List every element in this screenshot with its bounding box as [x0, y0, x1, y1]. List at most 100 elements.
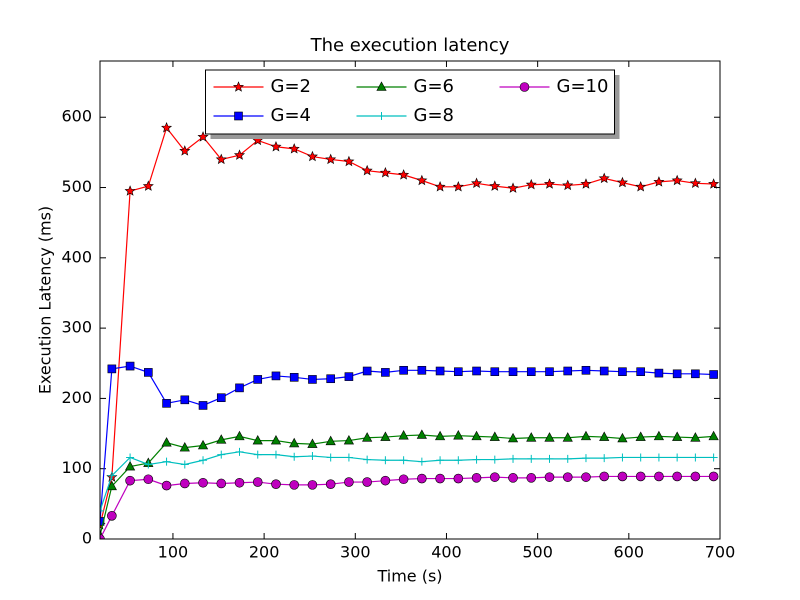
data-point [197, 131, 209, 142]
data-point [252, 434, 263, 445]
data-point [198, 401, 208, 410]
data-point [507, 432, 519, 443]
data-point [381, 456, 390, 465]
data-point [270, 434, 282, 445]
data-point [600, 454, 609, 463]
data-point [689, 177, 701, 189]
data-point [379, 166, 391, 178]
data-point [289, 480, 300, 490]
legend-marker [234, 111, 243, 121]
data-point [124, 460, 136, 471]
data-point [489, 180, 501, 191]
data-point [581, 365, 591, 375]
data-point [290, 452, 299, 461]
data-point [472, 455, 481, 464]
data-point [179, 145, 191, 156]
data-point [599, 366, 609, 376]
data-point [216, 393, 226, 403]
data-point [490, 455, 499, 464]
data-point [471, 177, 483, 189]
data-point [708, 178, 720, 189]
x-tick-label: 500 [522, 543, 553, 562]
data-point [435, 366, 445, 376]
data-point [617, 471, 628, 482]
data-point [580, 178, 592, 189]
data-point [361, 164, 373, 176]
data-point [235, 447, 244, 456]
legend-marker [232, 81, 245, 92]
data-point [143, 474, 154, 485]
data-point [179, 441, 190, 452]
data-point [125, 475, 135, 486]
legend-label: G=8 [414, 105, 454, 126]
data-point [398, 474, 409, 485]
data-point [107, 471, 116, 480]
data-point [436, 456, 445, 465]
data-point [180, 395, 190, 405]
data-point [636, 453, 645, 462]
data-point [709, 453, 718, 462]
data-point [216, 434, 227, 444]
x-tick-label: 100 [158, 543, 189, 562]
data-point [399, 365, 408, 375]
data-point [454, 367, 463, 377]
data-point [635, 181, 647, 192]
data-point [562, 179, 574, 191]
y-tick-label: 600 [61, 107, 92, 126]
data-point [454, 456, 463, 465]
data-point [253, 375, 263, 384]
x-tick-label: 200 [249, 543, 280, 562]
data-point [635, 471, 646, 482]
data-point [544, 432, 555, 442]
data-point [636, 367, 645, 377]
y-tick-label: 100 [61, 458, 92, 477]
series [100, 447, 718, 515]
data-point [234, 477, 245, 488]
data-point [452, 181, 464, 192]
data-point [381, 368, 390, 377]
data-point [618, 453, 627, 462]
series [100, 471, 719, 539]
data-point [271, 371, 281, 381]
data-point [253, 450, 262, 459]
data-point [673, 453, 682, 462]
data-point [434, 181, 446, 192]
data-point [654, 368, 664, 378]
data-point [325, 435, 336, 446]
data-point [507, 182, 519, 193]
data-point [527, 454, 536, 463]
data-point [326, 453, 335, 462]
data-point [581, 454, 590, 463]
data-point [508, 473, 518, 483]
y-tick-label: 400 [61, 247, 92, 266]
data-point [398, 169, 410, 180]
data-point [142, 180, 154, 191]
data-point [543, 178, 556, 189]
data-point [234, 430, 245, 441]
data-point [362, 477, 372, 487]
data-point [526, 367, 536, 377]
data-point [216, 478, 227, 489]
data-point [233, 149, 246, 160]
x-tick-label: 400 [431, 543, 462, 562]
data-point [672, 431, 683, 441]
data-point [654, 471, 664, 482]
data-point [144, 460, 153, 469]
data-point [162, 457, 171, 466]
data-point [472, 366, 481, 376]
data-point [126, 453, 135, 462]
data-point [509, 454, 518, 463]
data-point [380, 475, 391, 486]
data-point [271, 450, 280, 459]
data-point [125, 361, 135, 371]
plot-frame [99, 60, 721, 540]
data-point [671, 174, 683, 186]
data-point [235, 383, 244, 393]
data-point [434, 430, 446, 441]
data-point [580, 430, 592, 441]
data-point [563, 454, 572, 463]
data-point [653, 430, 665, 441]
y-axis-label: Execution Latency (ms) [36, 206, 55, 394]
data-point [161, 437, 172, 447]
